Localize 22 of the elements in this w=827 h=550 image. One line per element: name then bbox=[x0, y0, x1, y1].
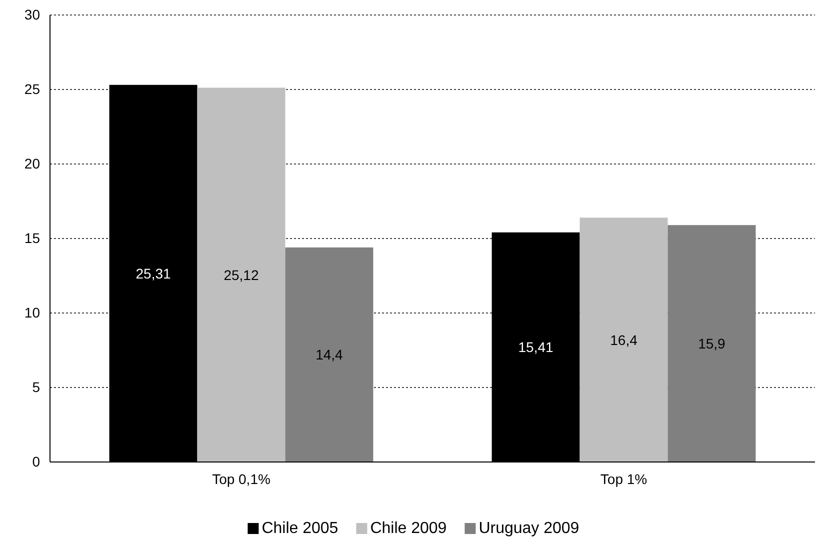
y-tick-label: 15 bbox=[24, 230, 40, 246]
data-label: 25,12 bbox=[224, 266, 259, 283]
bar bbox=[580, 218, 668, 462]
data-label: 15,9 bbox=[698, 336, 726, 352]
legend-label: Chile 2005 bbox=[262, 520, 338, 537]
y-tick-label: 25 bbox=[24, 80, 40, 97]
y-tick-label: 0 bbox=[32, 453, 40, 470]
bar bbox=[197, 88, 286, 462]
y-tick-label: 5 bbox=[32, 378, 40, 395]
x-tick-label: Top 1% bbox=[600, 470, 648, 487]
legend-label: Chile 2009 bbox=[370, 520, 447, 537]
data-label: 14,4 bbox=[316, 346, 344, 363]
legend-label: Uruguay 2009 bbox=[478, 520, 580, 537]
y-tick-label: 30 bbox=[24, 6, 40, 22]
x-tick-label: Top 0,1% bbox=[212, 470, 270, 487]
bar bbox=[668, 225, 756, 462]
bar bbox=[285, 247, 374, 462]
y-tick-label: 10 bbox=[24, 304, 40, 320]
data-label: 15,41 bbox=[518, 339, 554, 356]
y-tick-label: 20 bbox=[24, 155, 40, 172]
data-label: 25,31 bbox=[136, 265, 171, 282]
data-label: 16,4 bbox=[610, 332, 638, 348]
